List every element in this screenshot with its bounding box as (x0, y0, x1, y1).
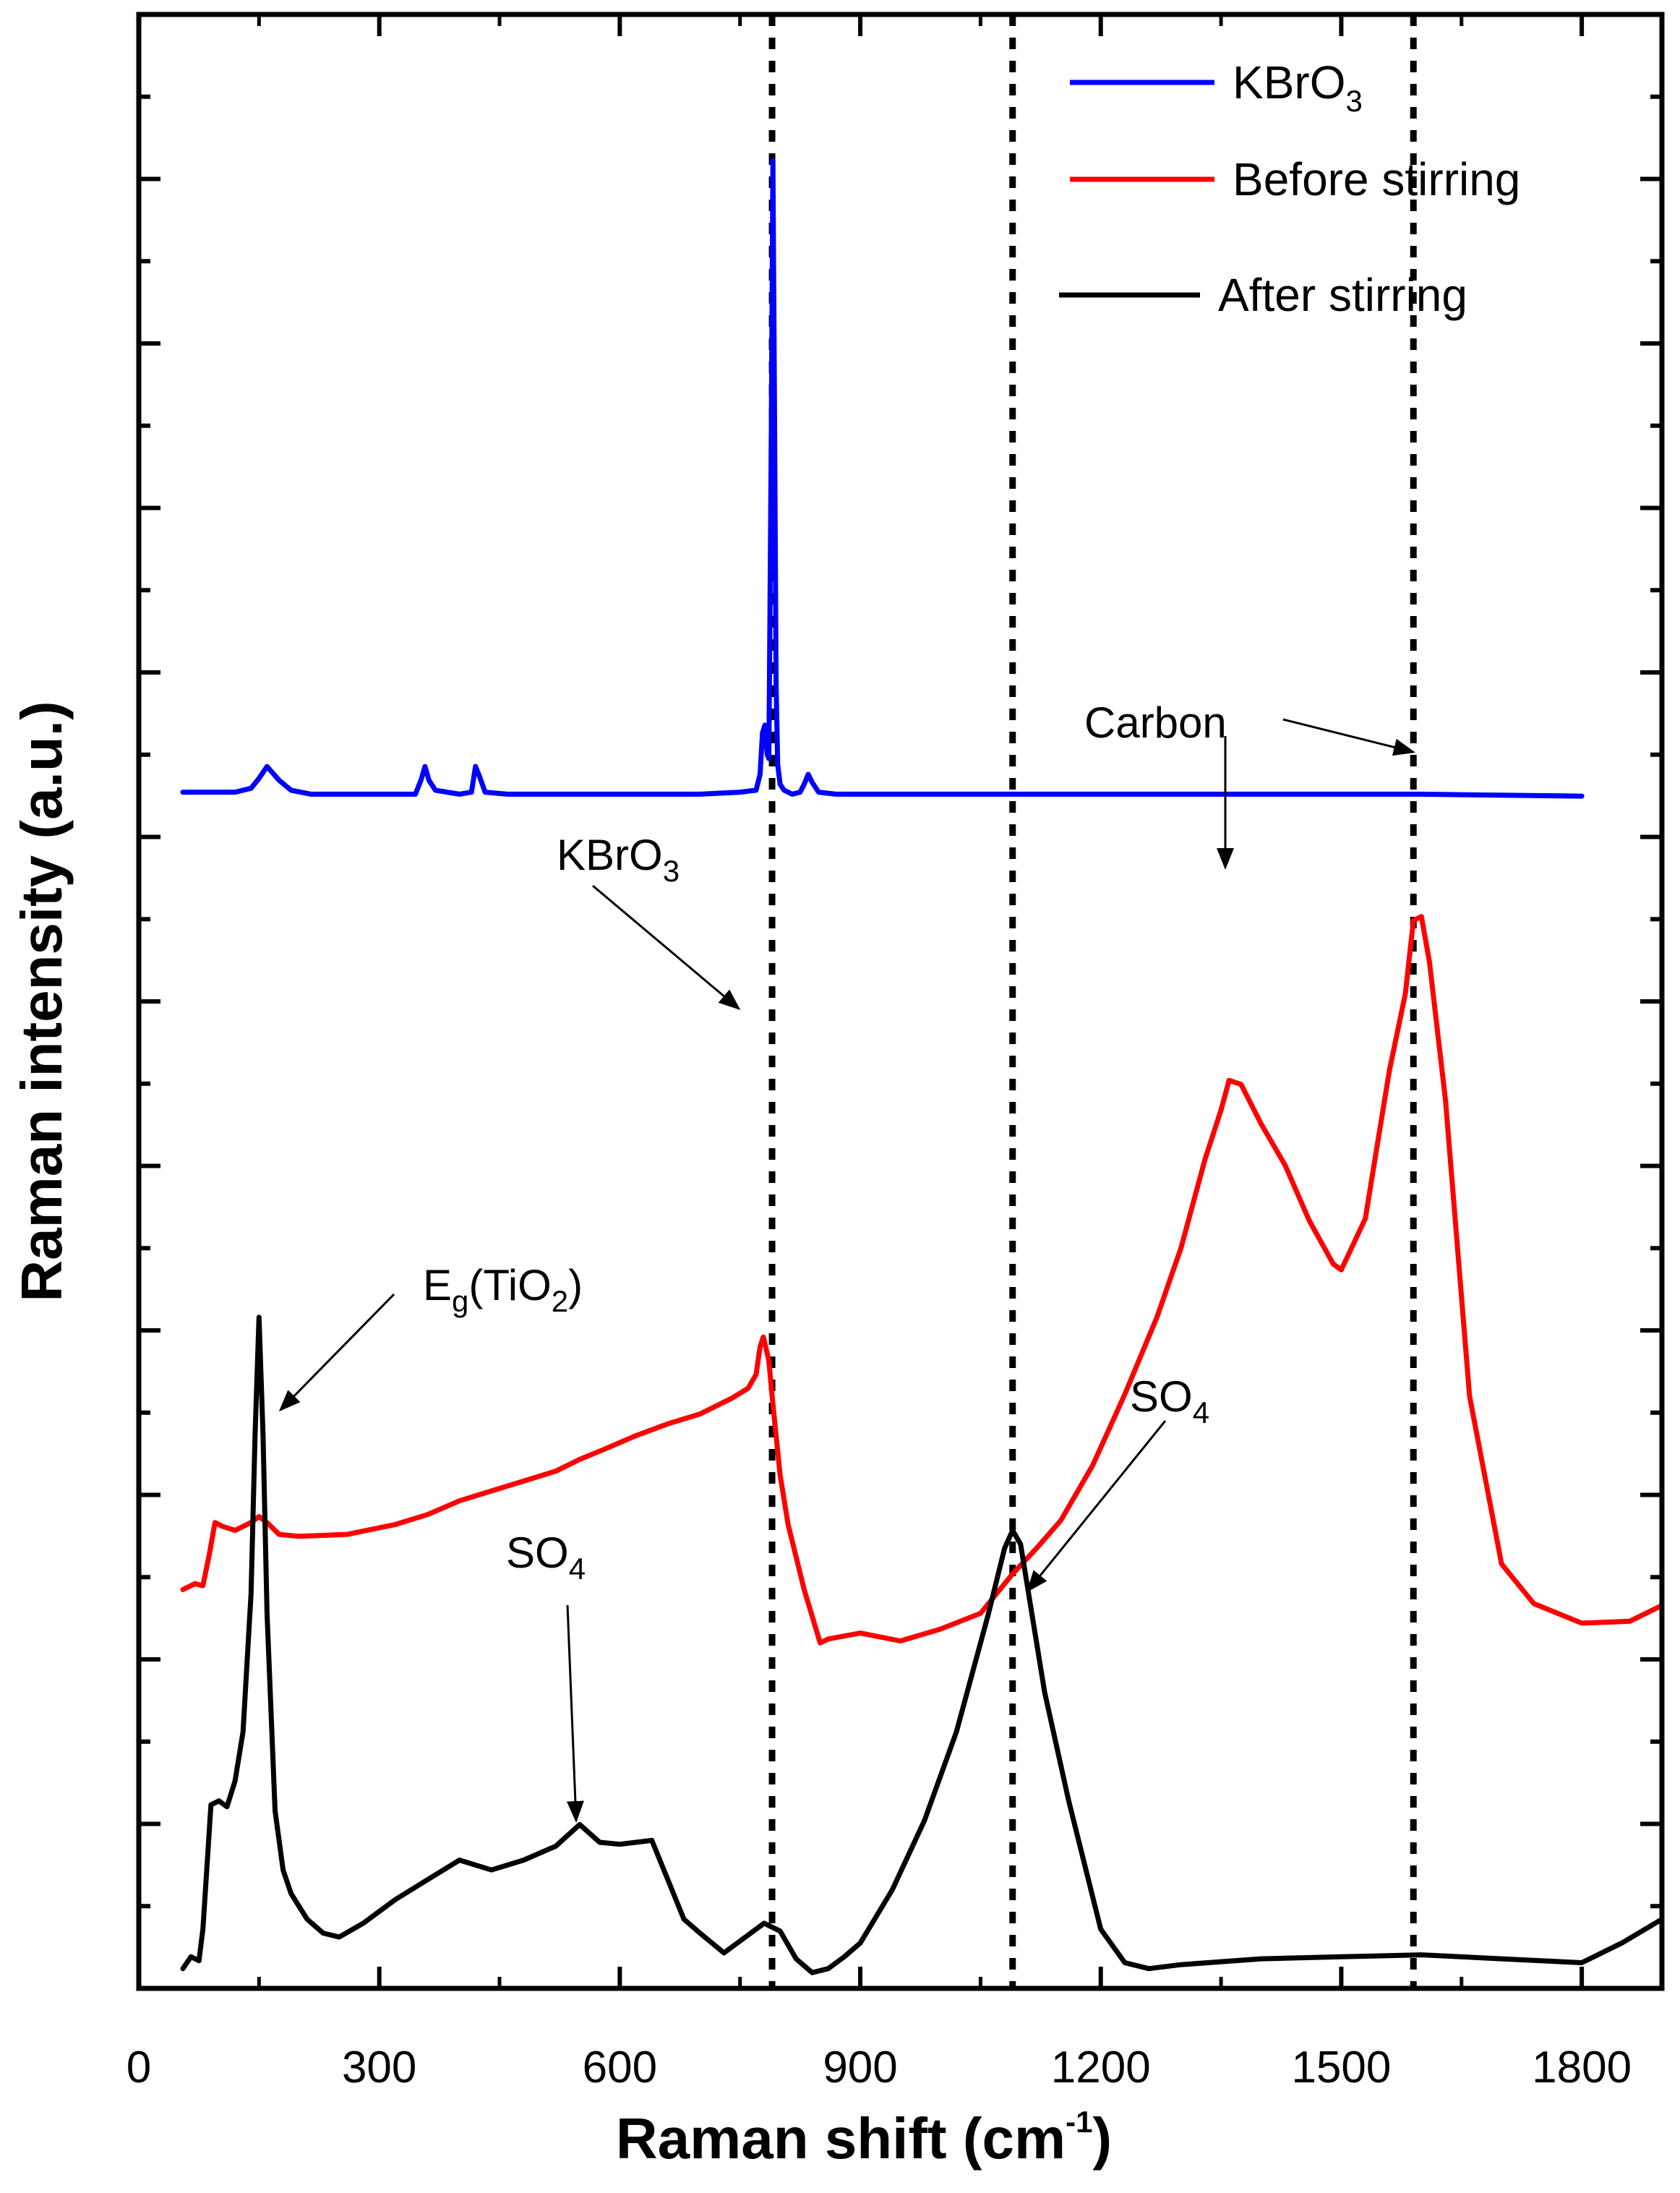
x-tick-label: 300 (342, 2043, 416, 2092)
annotation-so4-left-arrow (566, 1604, 584, 1823)
plot-frame (136, 12, 1665, 1991)
x-tick-label: 1200 (1051, 2043, 1151, 2092)
annotation-carbon: Carbon (1084, 698, 1227, 747)
annotation-eg-tio2-arrow (278, 1293, 395, 1412)
series-line-after-stirring (180, 1314, 1665, 1975)
annotation-kbro3-arrow (592, 884, 741, 1010)
legend-label-after-stirring: After stirring (1218, 269, 1467, 321)
x-tick-label: 0 (127, 2043, 151, 2092)
annotations: KBrO3 Carbon Eg(TiO2) SO4 SO4 (278, 698, 1415, 1823)
series-lines (180, 158, 1665, 1975)
x-tick-label: 900 (823, 2043, 897, 2092)
x-tick-label: 600 (583, 2043, 657, 2092)
annotation-eg-tio2: Eg(TiO2) (423, 1261, 583, 1318)
legend-label-kbro3: KBrO3 (1233, 56, 1363, 118)
x-tick-labels: 0 300 600 900 1200 1500 1800 (127, 2043, 1632, 2092)
annotation-so4-right-arrow (1027, 1420, 1167, 1593)
annotation-so4-left: SO4 (506, 1529, 586, 1586)
y-axis-title: Raman intensity (a.u.) (9, 701, 74, 1301)
series-line-before-stirring (180, 914, 1665, 1646)
series-line-kbro3 (180, 158, 1585, 799)
x-tick-label: 1500 (1291, 2043, 1391, 2092)
annotation-carbon-arrow-right (1282, 718, 1415, 756)
annotation-so4-right: SO4 (1130, 1372, 1209, 1429)
annotation-kbro3: KBrO3 (557, 831, 680, 888)
legend: KBrO3 Before stirring After stirring (1059, 56, 1520, 321)
x-tick-label: 1800 (1532, 2043, 1632, 2092)
x-axis-title: Raman shift (cm-1) (616, 2105, 1112, 2171)
legend-label-before-stirring: Before stirring (1233, 153, 1520, 205)
